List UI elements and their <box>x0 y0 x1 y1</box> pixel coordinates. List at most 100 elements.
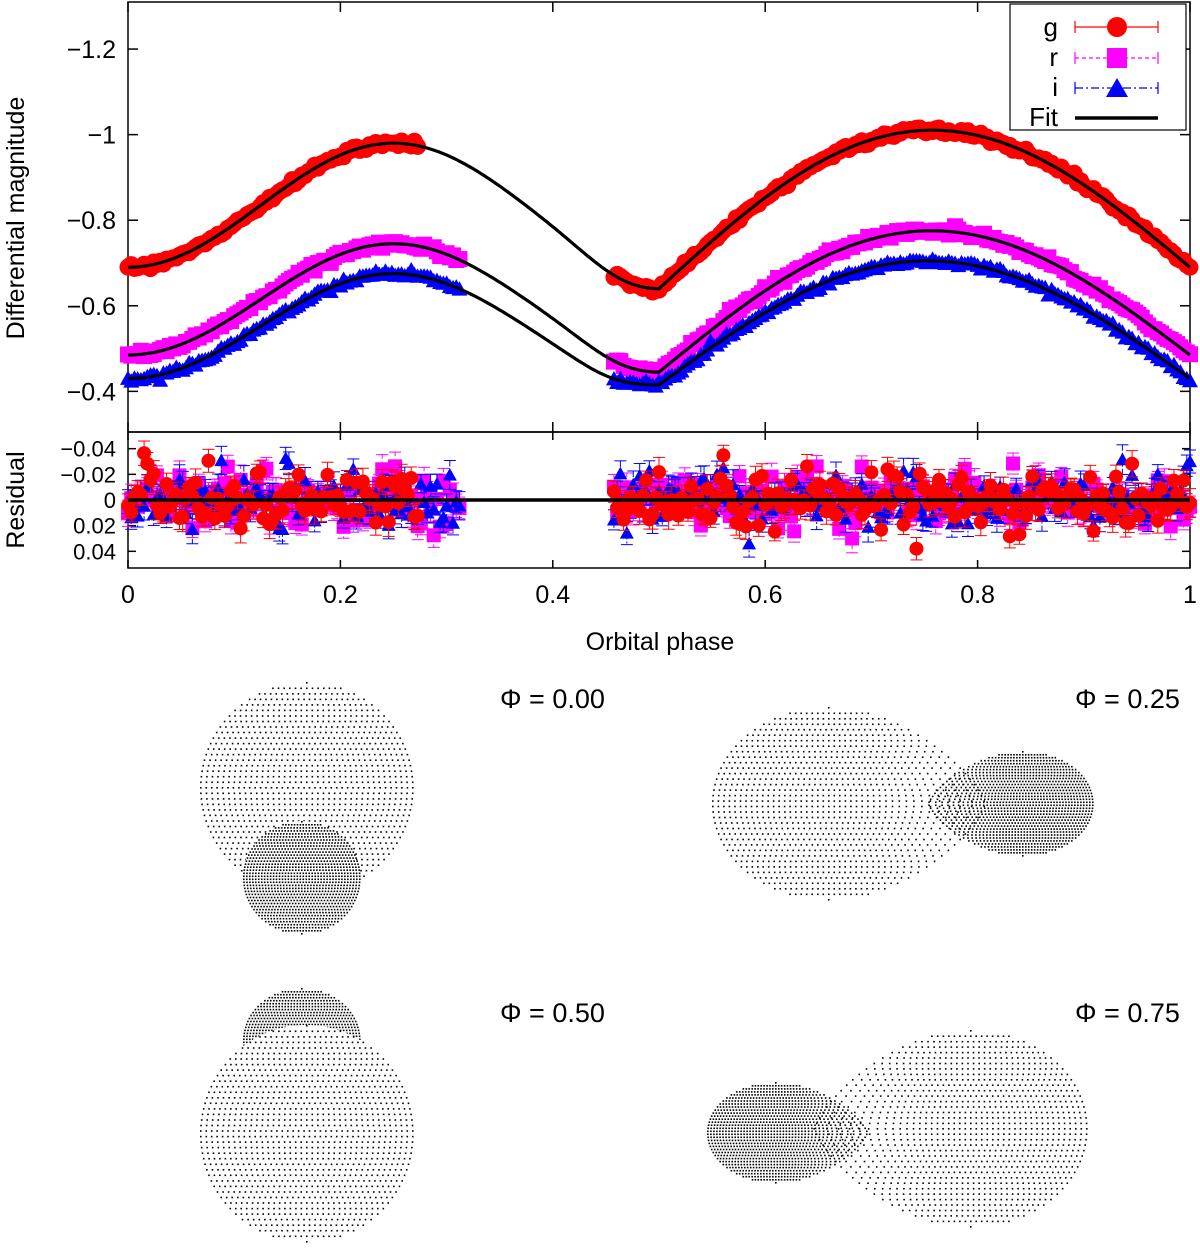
geometry-phase-000 <box>200 682 414 935</box>
residual-point-g <box>767 524 782 539</box>
residual-y-tick-label: 0.02 <box>73 514 116 539</box>
light-curve-panel: −1.2 −1 −0.8 −0.6 −0.4 Differential magnitud… <box>2 1 1199 433</box>
phase-label-025: Φ = 0.25 <box>1075 684 1180 714</box>
residual-point-g <box>1131 508 1146 523</box>
residual-point-g <box>124 505 139 520</box>
residual-point-g <box>909 541 924 556</box>
residual-point-g <box>709 489 724 504</box>
residual-y-axis-label: Residual <box>2 451 30 548</box>
residual-point-g <box>890 469 905 484</box>
residual-point-g <box>1086 524 1101 539</box>
phase-label-000: Φ = 0.00 <box>500 684 605 714</box>
residual-point-g <box>1125 456 1140 471</box>
residual-y-tick-label: −0.04 <box>60 437 116 462</box>
y-tick-label: −0.6 <box>67 293 116 321</box>
residual-point-g <box>201 453 216 468</box>
fit-line-r <box>128 229 1191 374</box>
residual-point-g <box>146 466 161 481</box>
residual-point-r <box>787 524 802 539</box>
residual-point-g <box>252 465 267 480</box>
residual-point-g <box>159 476 174 491</box>
residual-point-g <box>912 466 927 481</box>
geometry-phase-050 <box>200 988 414 1243</box>
y-tick-label: −1.2 <box>67 36 116 64</box>
secondary-star <box>928 751 1094 857</box>
residual-point-g <box>320 467 335 482</box>
residual-point-g <box>800 459 815 474</box>
residual-point-g <box>275 503 290 518</box>
residual-point-g <box>1112 485 1127 500</box>
residual-point-g <box>954 470 969 485</box>
light-curve-y-ticks: −1.2 −1 −0.8 −0.6 −0.4 <box>67 36 1190 406</box>
residual-point-g <box>639 473 654 488</box>
residual-point-g <box>314 504 329 519</box>
residual-point-g <box>738 519 753 534</box>
geometry-phase-025 <box>712 707 1094 901</box>
residual-point-g <box>829 508 843 523</box>
residual-point-i <box>619 526 634 539</box>
phase-label-075: Φ = 0.75 <box>1075 998 1180 1028</box>
residual-point-g <box>754 469 769 484</box>
primary-star <box>813 1030 1088 1228</box>
residual-point-g <box>352 504 367 519</box>
residual-point-g <box>874 522 889 537</box>
legend-label-fit: Fit <box>1029 102 1059 132</box>
residual-point-g <box>233 521 248 536</box>
primary-star <box>712 707 985 901</box>
legend-label-g: g <box>1044 12 1058 42</box>
residual-point-r <box>845 531 860 546</box>
residual-point-g <box>1025 469 1040 484</box>
residual-point-g <box>404 470 419 485</box>
residual-point-g <box>1183 495 1197 510</box>
residual-point-g <box>716 448 731 463</box>
residual-point-r <box>1006 456 1020 471</box>
residual-point-g <box>410 508 425 523</box>
residual-point-i <box>861 520 876 533</box>
y-tick-label: −0.4 <box>67 378 116 406</box>
residual-point-g <box>751 518 766 533</box>
residual-point-g <box>1176 473 1191 488</box>
residual-point-g <box>652 465 666 480</box>
residual-y-tick-label: −0.02 <box>60 462 116 487</box>
legend: g r i Fit <box>1009 3 1187 132</box>
x-axis-label: Orbital phase <box>586 628 735 656</box>
x-tick-label: 0.6 <box>748 581 783 609</box>
residual-y-tick-label: 0.04 <box>73 539 116 564</box>
phase-label-050: Φ = 0.50 <box>500 998 605 1028</box>
residual-point-g <box>381 515 396 530</box>
legend-label-i: i <box>1052 72 1058 102</box>
y-tick-label: −1 <box>87 122 116 150</box>
residual-point-g <box>175 510 190 525</box>
geometry-phase-075 <box>707 1030 1088 1228</box>
residual-point-g <box>864 465 879 480</box>
x-tick-label: 1 <box>1183 581 1197 609</box>
residual-point-g <box>1154 481 1169 496</box>
x-tick-label: 0.2 <box>323 581 358 609</box>
residual-point-g <box>703 511 718 526</box>
binary-geometry-renderings: Φ = 0.00 Φ = 0.25 Φ = 0.50 Φ = 0.75 <box>200 682 1180 1243</box>
data-point-i <box>1182 372 1198 388</box>
residual-point-g <box>291 467 306 482</box>
residual-point-g <box>783 472 798 487</box>
x-tick-label: 0.8 <box>960 581 995 609</box>
legend-label-r: r <box>1049 42 1058 72</box>
residual-point-g <box>1083 470 1098 485</box>
residual-point-i <box>1183 454 1197 468</box>
residual-point-g <box>973 515 988 530</box>
series-r-points <box>120 218 1198 383</box>
residual-point-r <box>388 459 403 474</box>
x-tick-label: 0 <box>121 581 135 609</box>
residual-y-tick-label: 0 <box>104 488 116 513</box>
light-curve-y-axis-label: Differential magnitude <box>2 97 30 340</box>
residual-point-g <box>288 483 303 498</box>
residual-point-g <box>906 499 921 514</box>
x-tick-label: 0.4 <box>535 581 570 609</box>
secondary-star <box>707 1082 868 1184</box>
residual-point-g <box>188 475 203 490</box>
residual-point-g <box>368 515 383 530</box>
residual-point-g <box>236 509 251 524</box>
y-tick-label: −0.8 <box>67 207 116 235</box>
fit-line-g <box>127 128 1192 291</box>
